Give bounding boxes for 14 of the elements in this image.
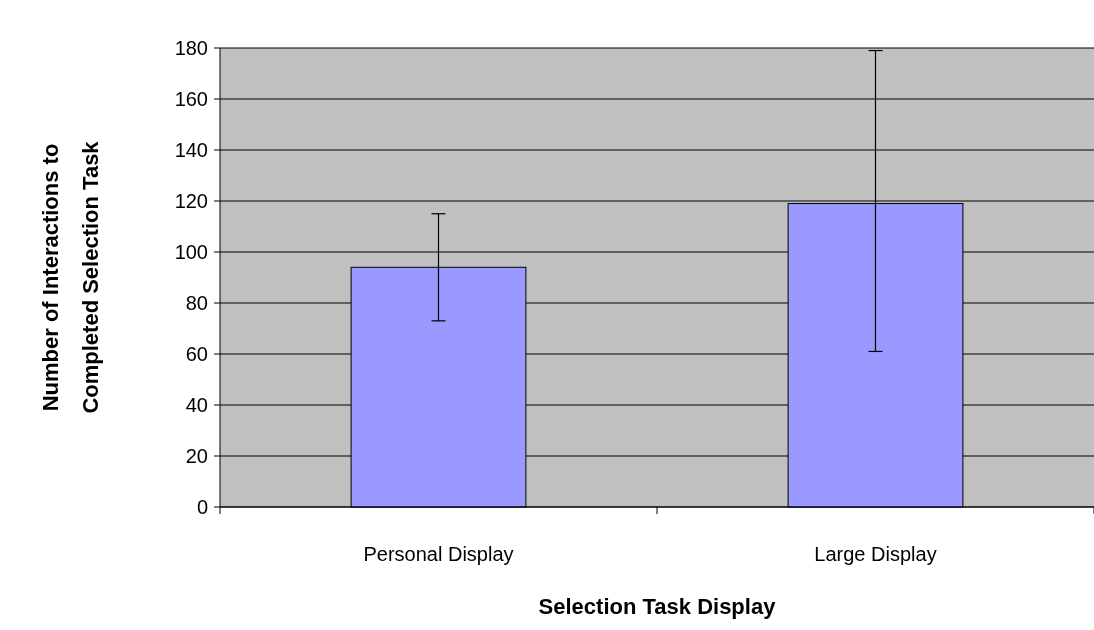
y-tick-label: 60 — [185, 343, 208, 365]
y-tick-label: 120 — [174, 190, 208, 212]
x-tick-label: Personal Display — [363, 543, 514, 565]
y-tick-label: 20 — [185, 445, 208, 467]
y-tick-label: 100 — [174, 241, 208, 263]
y-tick-label: 80 — [185, 292, 208, 314]
y-tick-label: 160 — [174, 88, 208, 110]
x-axis-title: Selection Task Display — [538, 594, 777, 619]
y-tick-label: 180 — [174, 37, 208, 59]
y-tick-label: 140 — [174, 139, 208, 161]
y-axis-title: Number of Interactions to Completed Selection Task — [38, 140, 103, 414]
y-tick-label: 40 — [185, 394, 208, 416]
x-tick-label: Large Display — [814, 543, 937, 565]
y-tick-label: 0 — [196, 496, 208, 518]
